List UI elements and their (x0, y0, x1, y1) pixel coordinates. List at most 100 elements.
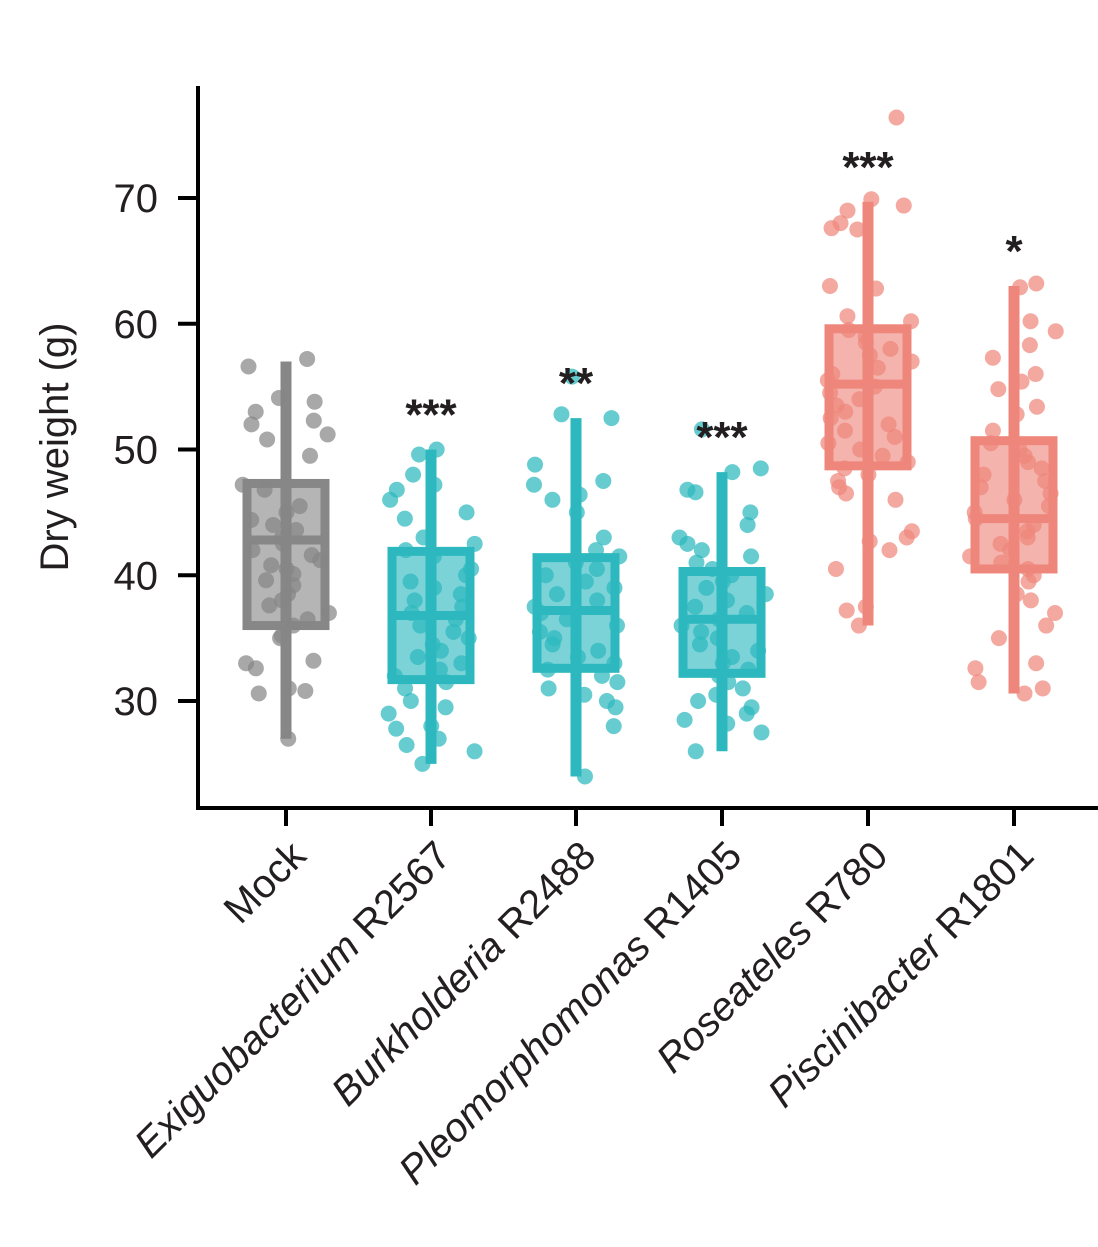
data-point (588, 560, 605, 577)
data-point (887, 491, 904, 508)
data-point (603, 410, 620, 427)
data-point (840, 322, 857, 339)
data-point (240, 358, 257, 375)
data-point (868, 280, 885, 297)
data-point (278, 504, 295, 521)
data-point (537, 567, 554, 584)
data-point (1047, 323, 1064, 340)
data-point (738, 705, 755, 722)
data-point (821, 278, 838, 295)
data-point (688, 554, 705, 571)
data-point (553, 406, 570, 423)
data-point (709, 630, 726, 647)
significance-label: *** (842, 143, 894, 192)
significance-label: *** (696, 413, 748, 462)
data-point (414, 755, 431, 772)
data-point (753, 724, 770, 741)
data-point (851, 391, 868, 408)
data-point (1028, 398, 1045, 415)
data-point (571, 486, 588, 503)
data-point (742, 504, 759, 521)
data-point (274, 535, 291, 552)
data-point (1019, 529, 1036, 546)
data-point (425, 548, 442, 565)
data-point (428, 441, 445, 458)
data-point (837, 403, 854, 420)
data-point (869, 359, 886, 376)
data-point (299, 611, 316, 628)
data-point (861, 533, 878, 550)
data-point (838, 485, 855, 502)
data-point (1013, 373, 1030, 390)
data-point (1042, 485, 1059, 502)
data-point (903, 353, 920, 370)
data-point (605, 718, 622, 735)
data-point (1033, 460, 1050, 477)
data-point (430, 730, 447, 747)
data-point (903, 313, 920, 330)
data-point (837, 422, 854, 439)
data-point (881, 542, 898, 559)
y-ticks: 30 40 50 60 70 (114, 177, 198, 724)
data-point (412, 617, 429, 634)
data-point (752, 460, 769, 477)
data-point (609, 617, 626, 634)
data-point (738, 604, 755, 621)
data-point (426, 579, 443, 596)
data-point (244, 542, 261, 559)
data-point (1022, 592, 1039, 609)
data-point (466, 743, 483, 760)
x-tick-label: Burkholderia R2488 (323, 833, 604, 1114)
data-point (836, 460, 853, 477)
data-point (305, 652, 322, 669)
data-point (234, 476, 251, 493)
data-point (719, 592, 736, 609)
data-point (888, 109, 905, 126)
data-point (576, 686, 593, 703)
data-point (1027, 366, 1044, 383)
data-point (972, 479, 989, 496)
data-point (544, 491, 561, 508)
y-axis-label: Dry weight (g) (33, 323, 77, 572)
data-point (1028, 275, 1045, 292)
data-point (1037, 472, 1054, 489)
data-point (724, 464, 741, 481)
data-point (757, 586, 774, 603)
data-point (576, 768, 593, 785)
data-point (691, 636, 708, 653)
data-point (454, 598, 471, 615)
data-point (397, 680, 414, 697)
data-point (386, 667, 403, 684)
data-point (1034, 680, 1051, 697)
data-point (272, 630, 289, 647)
data-point (611, 548, 628, 565)
data-point (880, 416, 897, 433)
data-point (590, 642, 607, 659)
data-point (967, 660, 984, 677)
data-point (967, 510, 984, 527)
data-point (288, 521, 305, 538)
data-point (402, 693, 419, 709)
data-point (984, 349, 1001, 366)
data-point (406, 592, 423, 609)
data-point (273, 592, 290, 609)
data-point (285, 617, 302, 634)
data-point (607, 699, 624, 716)
data-point (445, 623, 462, 640)
data-point (743, 548, 760, 565)
data-point (458, 567, 475, 584)
data-point (533, 604, 550, 621)
data-point (720, 674, 737, 691)
data-point (397, 542, 414, 559)
data-point (569, 648, 586, 665)
data-point (319, 426, 336, 443)
data-point (312, 552, 329, 569)
data-point (819, 372, 836, 389)
data-point (458, 504, 475, 521)
y-tick-label: 60 (114, 303, 159, 347)
data-point (714, 655, 731, 672)
data-point (320, 604, 337, 621)
data-point (437, 699, 454, 716)
data-point (710, 611, 727, 628)
data-point (405, 466, 422, 483)
